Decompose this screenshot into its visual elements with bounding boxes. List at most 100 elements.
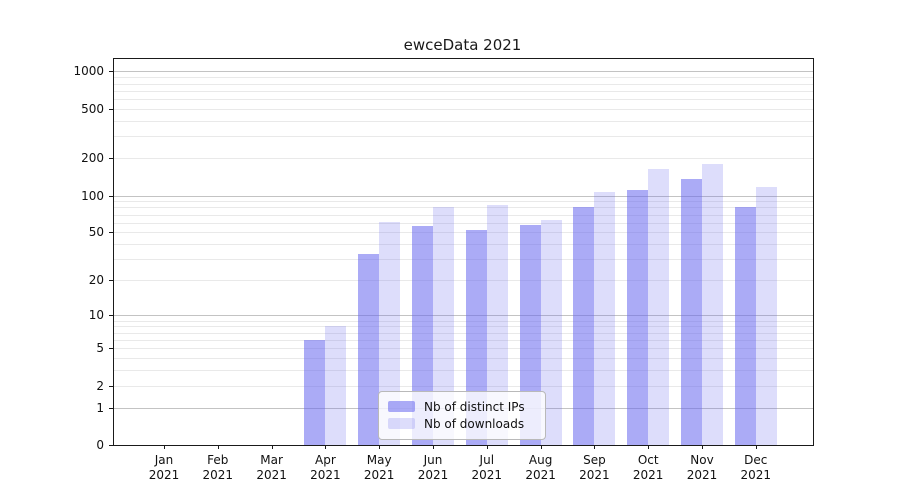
y-axis-label: 20 <box>88 273 104 288</box>
bar-distinct-ips-oct <box>627 190 649 445</box>
x-axis-tick <box>217 445 219 449</box>
gridline-minor <box>114 99 813 100</box>
y-axis-tick <box>109 232 113 234</box>
y-axis-tick <box>109 348 113 350</box>
gridline-minor <box>114 370 813 371</box>
x-axis-label: Dec 2021 <box>740 453 772 482</box>
gridline-minor <box>114 232 813 234</box>
gridline-minor <box>114 326 813 328</box>
bar-downloads-jun <box>433 207 454 445</box>
x-axis-tick <box>379 445 381 449</box>
y-axis-tick <box>109 445 113 446</box>
bar-downloads-apr <box>325 326 347 445</box>
gridline-minor <box>114 320 813 322</box>
y-axis-label: 10 <box>88 308 104 323</box>
y-axis-tick <box>109 385 113 387</box>
y-axis-label: 50 <box>88 225 104 240</box>
gridline-minor <box>114 222 813 224</box>
gridline-minor <box>114 348 813 350</box>
bar-distinct-ips-aug <box>519 224 541 445</box>
gridline-minor <box>114 358 813 359</box>
y-axis-tick <box>109 108 113 110</box>
legend-label-downloads: Nb of downloads <box>424 416 525 431</box>
x-axis-label: Mar 2021 <box>256 453 287 482</box>
gridline-minor <box>114 201 813 203</box>
x-axis-label: Sep 2021 <box>579 453 610 482</box>
y-axis-label: 500 <box>81 101 104 116</box>
y-axis-label: 0 <box>96 438 104 452</box>
y-axis-label: 100 <box>81 188 104 203</box>
bar-downloads-aug <box>540 220 562 445</box>
x-axis-tick <box>648 445 650 449</box>
gridline-minor <box>114 120 813 122</box>
x-axis-tick <box>271 445 273 449</box>
y-axis-tick <box>109 158 113 160</box>
x-axis-label: Aug 2021 <box>525 453 556 482</box>
gridline-minor <box>114 90 813 92</box>
y-axis-label: 2 <box>96 378 104 393</box>
bar-downloads-may <box>379 221 401 445</box>
chart-title: ewceData 2021 <box>403 36 522 54</box>
y-axis-tick <box>109 71 113 73</box>
y-axis-tick <box>109 195 113 197</box>
y-axis-label: 1 <box>96 400 104 415</box>
x-axis-label: Jul 2021 <box>471 453 503 482</box>
gridline-minor <box>114 108 813 110</box>
gridline-minor <box>114 339 813 341</box>
gridline-minor <box>114 280 813 282</box>
y-axis-label: 5 <box>96 341 104 356</box>
y-axis-label: 1000 <box>73 64 104 79</box>
gridline-minor <box>114 259 813 261</box>
bar-distinct-ips-sep <box>573 206 595 445</box>
bar-downloads-jul <box>486 204 508 445</box>
gridline-minor <box>114 332 813 334</box>
gridline-minor <box>114 385 813 387</box>
bar-distinct-ips-apr <box>304 339 326 445</box>
legend-item-downloads: Nb of downloads <box>388 415 536 432</box>
gridline-major <box>114 315 813 317</box>
legend-swatch-downloads <box>388 418 415 429</box>
x-axis-label: May 2021 <box>363 453 395 482</box>
bar-distinct-ips-may <box>358 254 380 445</box>
x-axis-label: Apr 2021 <box>310 453 341 482</box>
gridline-minor <box>114 158 813 160</box>
bar-distinct-ips-dec <box>734 206 756 445</box>
gridline-minor <box>114 207 813 209</box>
gridline-major <box>114 71 813 73</box>
x-axis-label: Feb 2021 <box>202 453 234 482</box>
bar-downloads-sep <box>594 191 616 445</box>
y-axis-tick <box>109 280 113 282</box>
bar-distinct-ips-nov <box>681 179 702 445</box>
bar-distinct-ips-jun <box>412 226 433 445</box>
x-axis-label: Oct 2021 <box>632 453 664 482</box>
x-axis-label: Nov 2021 <box>686 453 718 482</box>
bar-downloads-oct <box>648 169 670 445</box>
gridline-minor <box>114 77 813 79</box>
gridline-minor <box>114 83 813 85</box>
gridline-minor <box>114 136 813 138</box>
x-axis-tick <box>702 445 703 449</box>
x-axis-tick <box>164 445 165 449</box>
bar-downloads-dec <box>755 186 777 445</box>
x-axis-tick <box>755 445 757 449</box>
gridline-minor <box>114 214 813 216</box>
gridline-major <box>114 195 813 197</box>
y-axis-tick <box>109 315 113 317</box>
x-axis-tick <box>325 445 327 449</box>
legend-label-distinct-ips: Nb of distinct IPs <box>424 399 525 414</box>
legend-item-distinct-ips: Nb of distinct IPs <box>388 398 536 415</box>
x-axis-label: Jan 2021 <box>148 453 180 482</box>
y-axis-tick <box>109 407 113 409</box>
x-axis-tick <box>486 445 488 449</box>
legend: Nb of distinct IPs Nb of downloads <box>378 391 546 440</box>
legend-swatch-distinct-ips <box>388 401 415 412</box>
x-axis-label: Jun 2021 <box>417 453 449 482</box>
x-axis-tick <box>594 445 596 449</box>
bar-downloads-nov <box>702 163 723 445</box>
plot-area: 0 1 2 5 10 20 50 100 200 500 1000 Jan 2021 Feb 2021 M… <box>73 58 814 482</box>
gridline-minor <box>114 244 813 246</box>
x-axis-tick <box>433 445 434 449</box>
x-axis-tick <box>540 445 542 449</box>
y-axis-label: 200 <box>81 151 104 166</box>
